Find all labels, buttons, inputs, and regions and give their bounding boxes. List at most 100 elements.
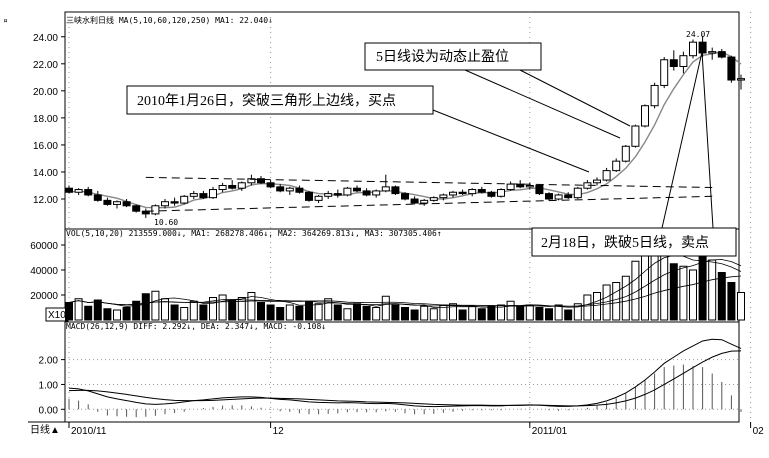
volume-bar — [285, 304, 294, 321]
volume-bar — [535, 307, 544, 321]
volume-bar — [506, 300, 515, 321]
volume-bar — [113, 309, 121, 321]
candle-body — [525, 184, 534, 188]
macd-diff-line — [68, 338, 742, 408]
candle-body — [257, 178, 265, 184]
candle-body — [420, 199, 429, 204]
callout-sell-leader-b — [701, 51, 714, 229]
candle-body — [122, 201, 131, 207]
candle-body — [362, 190, 371, 196]
volume-bar — [189, 300, 198, 321]
volume-bar — [727, 282, 736, 321]
candle-body — [516, 183, 525, 188]
trendline-layer — [145, 176, 713, 212]
price-ytick-label: 16.00 — [33, 141, 58, 152]
candle-body — [669, 59, 678, 68]
volume-ma20-line — [68, 275, 742, 307]
volume-bar — [429, 308, 438, 321]
volume-ma5-line — [68, 254, 742, 308]
volume-bar — [93, 299, 102, 321]
axes-layer: 24.00 22.00 20.00 18.00 16.00 14.00 12.00 60000… — [30, 12, 764, 437]
candle-body — [74, 189, 83, 193]
volume-bar — [295, 305, 304, 321]
candle-body — [689, 41, 697, 57]
candle-body — [602, 170, 611, 181]
volume-bar — [103, 308, 112, 321]
triangle-upper-line — [145, 176, 713, 189]
volume-bar — [132, 300, 141, 321]
price-ytick-label: 18.00 — [33, 114, 58, 125]
candle-body — [698, 41, 707, 54]
candle-body — [650, 84, 659, 107]
volume-ytick-label: 40000 — [30, 266, 58, 277]
volume-bar — [717, 272, 726, 321]
volume-bar — [391, 304, 400, 321]
candle-body — [391, 186, 400, 195]
volume-bar — [708, 259, 717, 321]
volume-bar — [247, 292, 256, 321]
volume-bar — [593, 292, 601, 321]
volume-bar — [641, 250, 649, 321]
volume-bar — [314, 303, 323, 321]
candle-body — [247, 178, 256, 184]
candle-body — [209, 189, 217, 199]
candle-body — [497, 189, 505, 197]
volume-bar — [554, 304, 563, 321]
volume-bar — [122, 307, 131, 321]
price-ytick-label: 22.00 — [33, 60, 58, 71]
volume-bar — [151, 290, 160, 321]
candle-body — [132, 205, 141, 212]
candle-body — [573, 187, 582, 199]
volume-bar — [497, 304, 505, 321]
volume-ytick-label: 20000 — [30, 291, 58, 302]
candle-body — [458, 191, 467, 195]
volume-bar — [573, 303, 582, 321]
candle-body — [276, 186, 285, 192]
candle-body — [180, 195, 189, 204]
volume-bar — [449, 303, 457, 321]
volume-bar — [362, 305, 371, 321]
volume-bar — [631, 260, 640, 321]
volume-bar — [621, 275, 630, 321]
xtick-label: 2011/01 — [532, 426, 568, 437]
volume-bar — [237, 297, 246, 321]
callout-stop: 5日线设为动态止盈位 — [364, 42, 631, 139]
candle-body — [468, 189, 477, 195]
moving-average-layer — [68, 51, 742, 209]
candle-body — [353, 187, 361, 192]
volume-bar — [679, 265, 688, 321]
volume-bar — [180, 307, 189, 321]
callout-sell: 2月18日，跌破5日线，卖点 — [531, 51, 737, 257]
candle-body — [717, 51, 726, 58]
macd-legend: MACD(26,12,9) DIFF: 2.292↓, DEA: 2.347↓,… — [66, 322, 326, 331]
candle-body — [439, 194, 448, 199]
volume-bar — [353, 303, 361, 321]
candle-body — [65, 187, 73, 193]
candle-body — [93, 194, 102, 201]
period-label[interactable]: 日线▲ — [30, 423, 60, 436]
volume-bar — [689, 269, 697, 321]
candle-body — [612, 160, 621, 172]
candle-body — [401, 193, 409, 200]
candle-body — [372, 190, 381, 196]
volume-bar — [170, 304, 179, 321]
candle-body — [161, 201, 169, 207]
callout-sell-leader-a — [661, 51, 703, 229]
volume-bar — [266, 304, 275, 321]
candle-body — [228, 184, 237, 189]
volume-bar — [141, 293, 150, 321]
candle-body — [679, 55, 688, 68]
candle-body — [535, 184, 544, 195]
macd-layer — [68, 338, 742, 418]
candle-body — [333, 193, 342, 196]
macd-ytick-label: 1.00 — [39, 380, 59, 391]
candle-body — [199, 193, 208, 199]
macd-ytick-label: 0.00 — [39, 405, 59, 416]
volume-bar — [487, 305, 496, 321]
candles-layer — [65, 35, 745, 218]
volume-multiplier: X10 — [48, 310, 66, 321]
triangle-lower-line — [145, 195, 713, 212]
candle-body — [564, 194, 573, 199]
low-price-label: 10.60 — [154, 218, 178, 227]
